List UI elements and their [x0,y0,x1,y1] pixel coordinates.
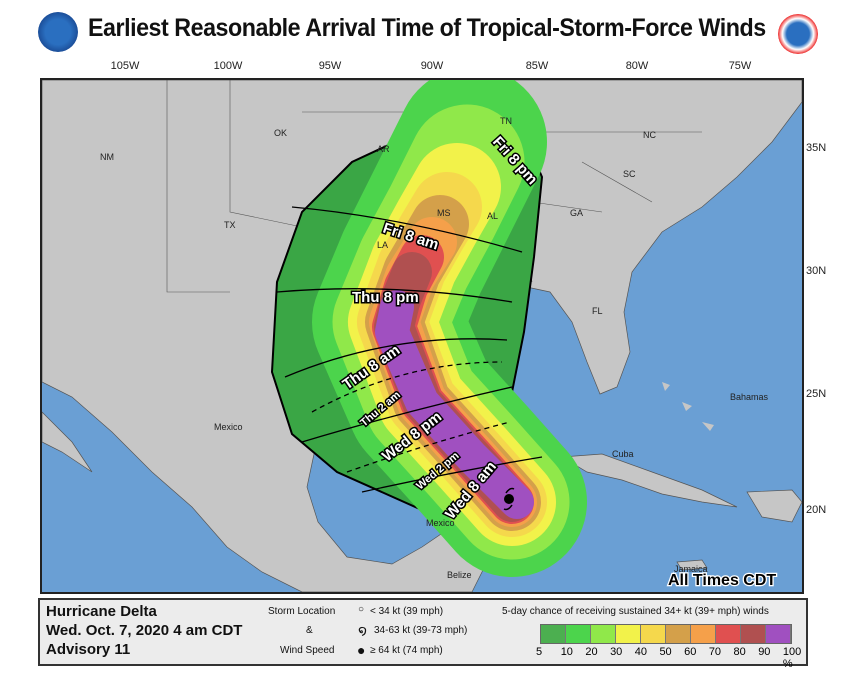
scale-tick: 100 % [782,646,802,670]
time-lines [276,206,543,493]
swath [270,80,587,577]
land-baja [42,411,93,473]
all-times-label: All Times CDT [668,572,776,589]
nws-logo [778,14,818,54]
svg-text:Mexico: Mexico [214,422,243,432]
scale-tick: 70 [708,646,722,658]
svg-text:NC: NC [643,130,656,140]
scale-swatch [591,625,616,643]
color-scale [540,624,792,644]
lat-label: 35N [806,142,827,154]
svg-text:Belize: Belize [447,570,472,580]
lon-label: 90W [420,60,444,72]
scale-ticks: 5 10 20 30 40 50 60 70 80 90 100 % [536,646,808,670]
scale-swatch [741,625,766,643]
tropical-storm-icon: ໑ [358,622,367,638]
page-title: Earliest Reasonable Arrival Time of Trop… [88,14,766,42]
place-labels: NM OK AR TN NC SC GA AL MS LA TX FL Mexico Cuba… [100,116,769,580]
lat-label: 25N [806,388,827,400]
lon-label: 95W [318,60,342,72]
svg-text:SC: SC [623,169,636,179]
legend-label: < 34 kt (39 mph) [370,606,444,617]
lat-label: 20N [806,504,827,516]
scale-tick: 10 [560,646,573,658]
land-jamaica [676,559,708,571]
advisory-number: Advisory 11 [46,641,131,658]
legend-label: ≥ 64 kt (74 mph) [370,645,443,656]
svg-text:FL: FL [592,306,603,316]
legend-label: 34-63 kt (39-73 mph) [374,625,468,636]
scale-swatch [766,625,791,643]
scale-tick: 30 [610,646,623,658]
lat-label: 30N [806,265,827,277]
land-cuba [560,453,738,508]
svg-text:AL: AL [487,211,498,221]
scale-swatch [566,625,591,643]
advisory-date: Wed. Oct. 7, 2020 4 am CDT [46,622,243,639]
legend-label: Storm Location [268,606,336,617]
svg-text:TX: TX [224,220,236,230]
circle-icon: ○ [358,604,365,615]
map: Fri 8 pm Fri 8 am Thu 8 pm Thu 8 am Thu … [40,78,804,594]
scale-tick: 5 [536,646,543,658]
scale-title: 5-day chance of receiving sustained 34+ … [502,606,769,617]
scale-swatch [691,625,716,643]
svg-text:NM: NM [100,152,114,162]
land-bahamas [662,382,714,431]
scale-tick: 40 [634,646,647,658]
legend-label: & [306,625,313,636]
land-hispaniola [746,489,802,523]
scale-swatch [641,625,666,643]
legend-label: Wind Speed [280,645,335,656]
noaa-logo [38,12,78,52]
lon-label: 75W [728,60,752,72]
legend: Hurricane Delta Wed. Oct. 7, 2020 4 am C… [38,598,808,670]
time-label: Thu 8 pm [352,289,419,306]
scale-tick: 50 [659,646,672,658]
scale-swatch [716,625,741,643]
scale-tick: 20 [585,646,598,658]
storm-icon [503,487,515,511]
storm-name: Hurricane Delta [46,603,157,620]
scale-tick: 60 [684,646,697,658]
scale-swatch [666,625,691,643]
lon-label: 85W [525,60,549,72]
svg-text:Bahamas: Bahamas [730,392,769,402]
scale-tick: 90 [758,646,771,658]
svg-text:LA: LA [377,240,388,250]
svg-text:GA: GA [570,208,583,218]
scale-tick: 80 [733,646,746,658]
svg-text:AR: AR [377,144,390,154]
svg-text:OK: OK [274,128,287,138]
lon-label: 100W [213,60,243,72]
scale-swatch [541,625,566,643]
svg-text:TN: TN [500,116,512,126]
svg-text:Jamaica: Jamaica [674,564,708,574]
lon-label: 105W [110,60,140,72]
svg-text:Cuba: Cuba [612,449,634,459]
hurricane-icon: ● [357,642,366,658]
lon-label: 80W [625,60,649,72]
svg-text:Mexico: Mexico [426,518,455,528]
svg-text:MS: MS [437,208,451,218]
scale-swatch [616,625,641,643]
